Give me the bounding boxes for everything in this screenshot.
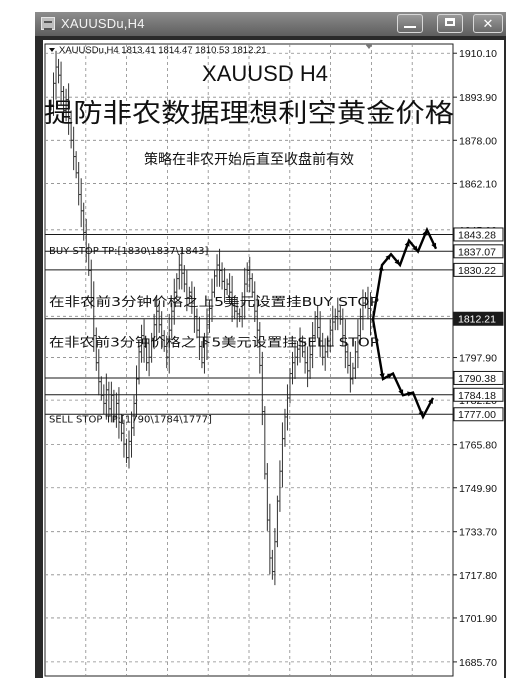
plot-background (43, 40, 504, 678)
price-level-tag (453, 387, 504, 402)
scenario-arrowhead (412, 245, 418, 252)
y-tick-label: 1733.70 (459, 527, 497, 539)
y-tick-label: 1701.90 (459, 613, 497, 625)
y-tick-label: 1893.90 (459, 92, 497, 104)
price-level-label: 1777.00 (458, 409, 496, 421)
chart-annotation: BUY STOP TP:[1830\1837\1843] (49, 246, 208, 257)
price-level-tag (453, 370, 504, 385)
maximize-icon (445, 18, 455, 26)
minimize-button[interactable] (397, 14, 423, 33)
price-level-label: 1812.21 (458, 314, 496, 326)
close-icon: ✕ (482, 16, 494, 31)
scenario-arrowhead (379, 373, 385, 379)
y-tick-label: 1685.70 (459, 657, 497, 669)
scenario-arrowhead (404, 240, 410, 247)
chart-title: XAUUSD H4 (202, 61, 328, 86)
minimize-icon (404, 26, 416, 28)
scenario-arrowhead (387, 373, 393, 379)
scenario-arrowhead (394, 259, 400, 266)
chart-window: XAUUSDu,H4 ✕ 1910.10 1893.90 1878.00 1862.1… (35, 12, 506, 678)
shift-marker-icon (365, 44, 373, 49)
price-level-label: 1790.38 (458, 373, 496, 385)
y-tick-label: 1765.80 (459, 440, 497, 452)
chart-annotation: 在非农前3分钟价格之下5美元设置挂SELL STOP (49, 334, 380, 349)
y-tick-label: 1910.10 (459, 48, 497, 60)
chart-info-line: XAUUSDu,H4 1813.41 1814.47 1810.53 1812.… (59, 45, 267, 56)
scenario-arrowhead (385, 254, 391, 261)
y-tick-label: 1862.10 (459, 178, 497, 190)
chart-annotation: 在非农前3分钟价格之上5美元设置挂BUY STOP (49, 294, 380, 309)
price-level-label: 1843.28 (458, 229, 496, 241)
chart-note: 策略在非农开始后直至收盘前有效 (144, 151, 354, 168)
price-level-label: 1784.18 (458, 390, 496, 402)
y-tick-label: 1717.80 (459, 570, 497, 582)
maximize-button[interactable] (437, 14, 463, 33)
chart-area[interactable]: 1910.101893.901878.001862.101845.001813.… (43, 40, 504, 678)
window-title: XAUUSDu,H4 (61, 16, 145, 31)
price-level-label: 1830.22 (458, 265, 496, 277)
window-titlebar[interactable]: XAUUSDu,H4 ✕ (35, 12, 506, 36)
scenario-arrowhead (431, 242, 437, 249)
y-tick-label: 1749.90 (459, 483, 497, 495)
price-level-tag (453, 244, 504, 259)
close-button[interactable]: ✕ (473, 14, 503, 33)
chart-annotation: SELL STOP TP:[1790\1784\1777] (49, 414, 212, 425)
scenario-arrowhead (422, 229, 428, 236)
chart-subtitle: 提防非农数据理想利空黄金价格 (44, 99, 454, 129)
scenario-arrowhead (398, 389, 404, 396)
price-level-label: 1837.07 (458, 246, 496, 258)
background-strip (0, 0, 35, 678)
price-level-tag (453, 227, 504, 242)
chart-app-icon (41, 17, 55, 30)
scenario-arrowhead (418, 410, 424, 417)
chart-menu-icon (49, 48, 55, 52)
scenario-arrowhead (428, 397, 433, 404)
price-level-tag (453, 407, 504, 422)
price-level-tag (453, 311, 504, 326)
price-chart[interactable]: 1910.101893.901878.001862.101845.001813.… (43, 40, 504, 678)
scenario-arrowhead (378, 265, 384, 271)
y-tick-label: 1797.90 (459, 353, 497, 365)
y-tick-label: 1878.00 (459, 135, 497, 147)
price-level-tag (453, 262, 504, 277)
scenario-arrowhead (407, 391, 413, 397)
